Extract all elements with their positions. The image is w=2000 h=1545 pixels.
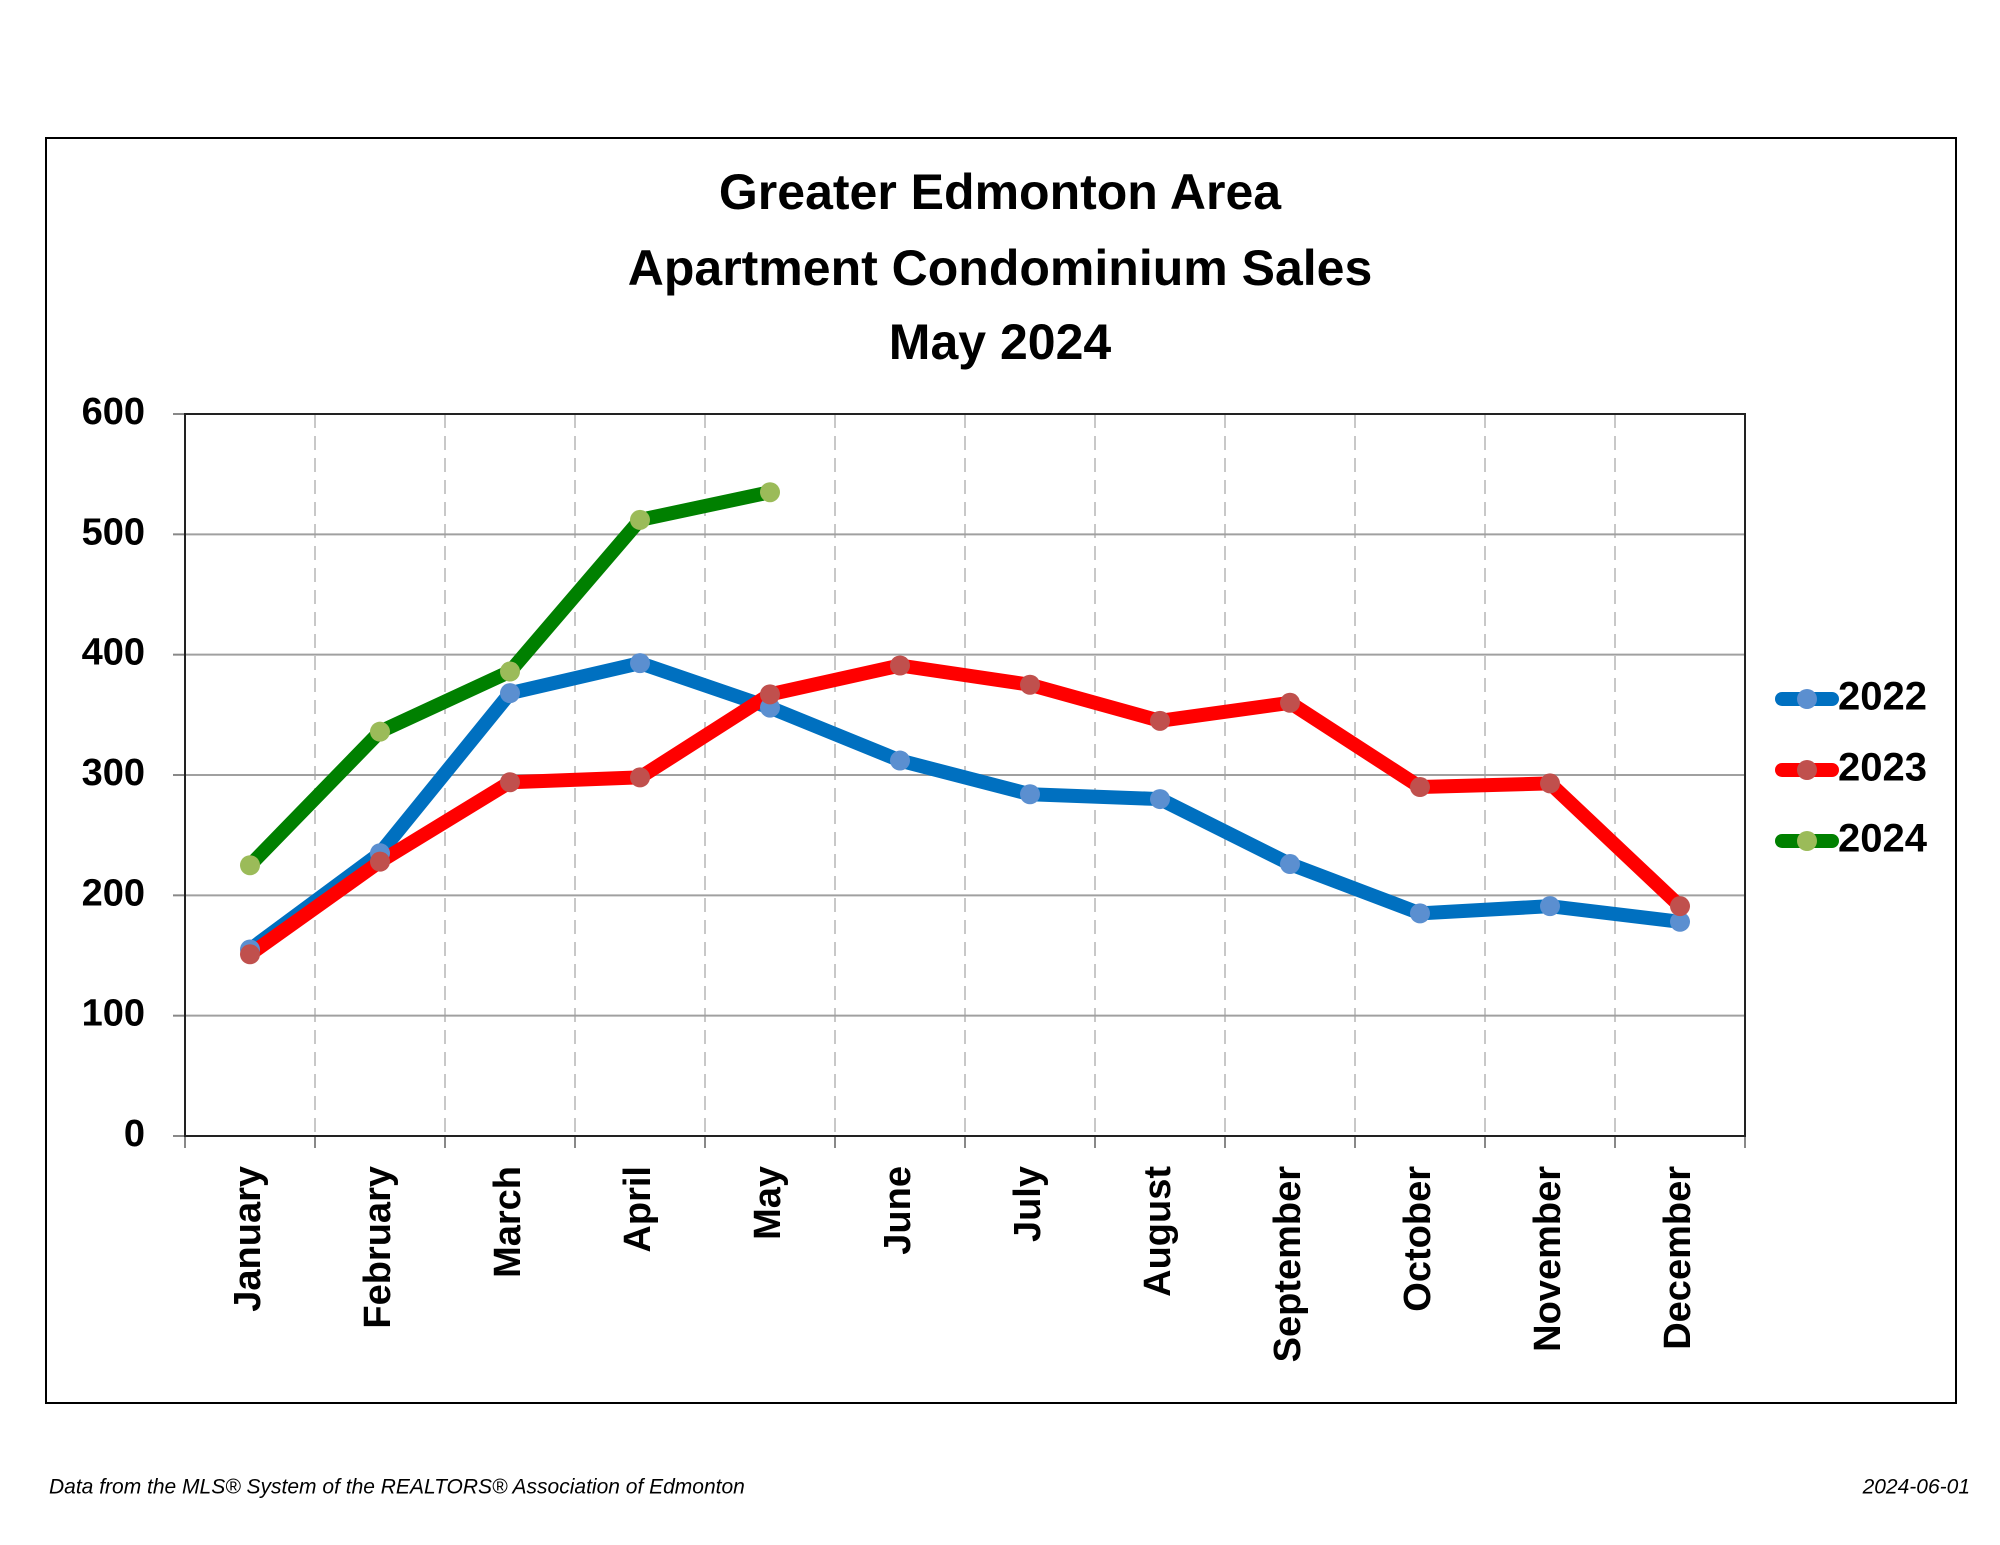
x-tick-label: March [487, 1166, 529, 1278]
data-point [500, 661, 520, 682]
data-point [1410, 777, 1430, 798]
data-point [1150, 789, 1170, 810]
legend-marker [1797, 831, 1817, 851]
x-tick-label: December [1657, 1166, 1699, 1350]
chart-frame [45, 137, 1957, 1404]
data-point [890, 750, 910, 771]
x-tick-label: August [1137, 1166, 1179, 1297]
x-tick-label: November [1527, 1166, 1569, 1352]
y-tick-label: 300 [82, 752, 145, 794]
data-point [1670, 911, 1690, 932]
data-point [1280, 854, 1300, 875]
chart-title: May 2024 [889, 314, 1112, 370]
series-line [243, 658, 1687, 962]
data-point [1280, 692, 1300, 713]
y-tick-label: 400 [82, 632, 145, 674]
x-tick-label: September [1267, 1166, 1309, 1363]
data-point [240, 855, 260, 876]
data-point [370, 851, 390, 872]
x-tick-label: January [227, 1166, 269, 1312]
y-tick-label: 0 [124, 1113, 145, 1155]
legend-label: 2022 [1838, 675, 1927, 719]
data-point [1540, 896, 1560, 917]
source-note: Data from the MLS® System of the REALTOR… [49, 1476, 745, 1499]
data-point [500, 683, 520, 704]
y-tick-label: 100 [82, 993, 145, 1035]
data-point [370, 721, 390, 742]
chart-title: Apartment Condominium Sales [628, 240, 1373, 296]
chart-title: Greater Edmonton Area [719, 164, 1282, 220]
x-tick-label: February [357, 1166, 399, 1329]
legend-marker [1797, 689, 1817, 709]
data-point [890, 655, 910, 676]
data-point [630, 653, 650, 674]
x-tick-label: October [1397, 1166, 1439, 1312]
data-point [240, 944, 260, 965]
data-point [1670, 896, 1690, 917]
x-tick-label: May [747, 1166, 789, 1240]
date-note: 2024-06-01 [1862, 1476, 1970, 1499]
data-point [760, 684, 780, 705]
x-tick-label: June [877, 1166, 919, 1255]
plot-frame [184, 413, 1746, 1137]
legend-label: 2024 [1838, 817, 1928, 861]
data-point [1410, 903, 1430, 924]
data-point [760, 482, 780, 503]
legend-marker [1797, 760, 1817, 780]
data-point [500, 772, 520, 793]
data-point [1020, 784, 1040, 805]
data-point [1020, 674, 1040, 695]
y-tick-label: 200 [82, 872, 145, 914]
legend-label: 2023 [1838, 746, 1927, 790]
series-line [243, 656, 1687, 957]
y-tick-label: 600 [82, 391, 145, 433]
data-point [630, 767, 650, 788]
x-tick-label: April [617, 1166, 659, 1253]
data-point [1150, 710, 1170, 731]
y-tick-label: 500 [82, 511, 145, 553]
data-point [1540, 773, 1560, 794]
x-tick-label: July [1007, 1166, 1049, 1242]
data-point [630, 509, 650, 530]
